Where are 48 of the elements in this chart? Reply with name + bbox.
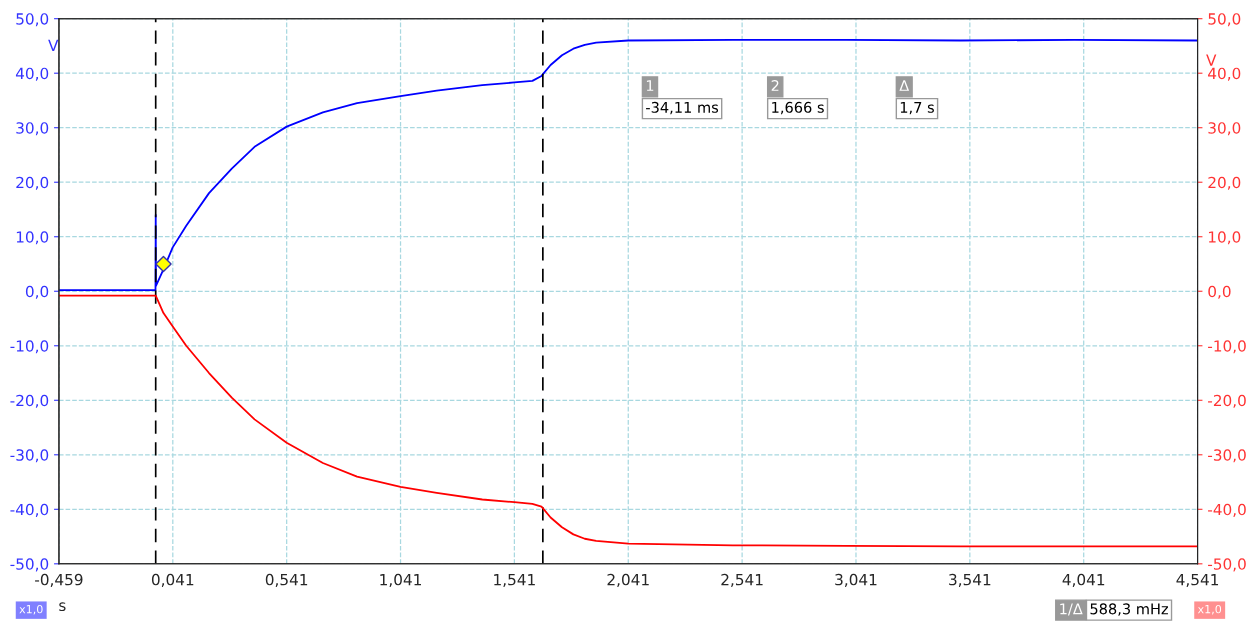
annotation: Δ [899, 80, 910, 91]
x-tick-label: 2,041 [607, 573, 649, 587]
text: 1/Δ [1060, 603, 1083, 616]
y2-tick-label: -20,0 [1208, 394, 1246, 408]
y2-tick-label: 40,0 [1208, 67, 1241, 81]
y2-tick-label: -10,0 [1208, 340, 1246, 354]
y-tick-label: 40,0 [15, 67, 49, 81]
y-tick-label: -50,0 [10, 558, 49, 572]
x-tick-label: 1,541 [494, 574, 535, 587]
annotation: 2 [771, 80, 779, 91]
annotation: 1,666 s [772, 101, 824, 115]
y-tick-label: 20,0 [16, 176, 49, 190]
y2-tick-label: 0,0 [1208, 285, 1231, 299]
y2-tick-label: -50,0 [1208, 558, 1246, 572]
text: x1,0 [1197, 604, 1222, 615]
y-axis-title: V [48, 39, 59, 51]
x-tick-label: 4,541 [1176, 574, 1219, 587]
y2-tick-label: 30,0 [1208, 122, 1241, 136]
annotation: 1,7 s [900, 102, 934, 115]
x-tick-label: 0,041 [151, 573, 194, 587]
y2-tick-label: -30,0 [1208, 449, 1246, 463]
y2-tick-label: 50,0 [1208, 13, 1241, 27]
text: 588,3 mHz [1090, 603, 1168, 616]
x-tick-label: 4,041 [1062, 573, 1105, 587]
line-series [58, 294, 1198, 548]
text: x1,0 [19, 604, 43, 615]
x-tick-label: 3,041 [835, 573, 877, 587]
y-tick-label: -10,0 [10, 340, 49, 354]
x-axis-title: s [59, 602, 66, 612]
y-tick-label: 50,0 [16, 13, 49, 27]
y-tick-label: 30,0 [16, 122, 49, 136]
y2-tick-label: 10,0 [1208, 231, 1241, 245]
x-tick-label: 2,541 [721, 573, 763, 587]
annotation: -34,11 ms [646, 101, 719, 115]
x-tick-label: 0,541 [265, 573, 308, 587]
annotation: 1 [646, 80, 654, 91]
line-series [58, 39, 1198, 292]
x-tick-label: 1,041 [380, 573, 421, 587]
y2-tick-label: -40,0 [1208, 503, 1246, 517]
y2-axis-title: V [1206, 54, 1217, 66]
y2-tick-label: 20,0 [1208, 176, 1241, 190]
y-tick-label: 10,0 [16, 231, 49, 245]
x-tick-label: -0,459 [35, 573, 83, 587]
y-tick-label: -20,0 [10, 394, 49, 408]
y-tick-label: 0,0 [25, 285, 49, 299]
y-tick-label: -40,0 [10, 503, 49, 517]
y-tick-label: -30,0 [10, 449, 49, 463]
x-tick-label: 3,541 [949, 573, 991, 587]
